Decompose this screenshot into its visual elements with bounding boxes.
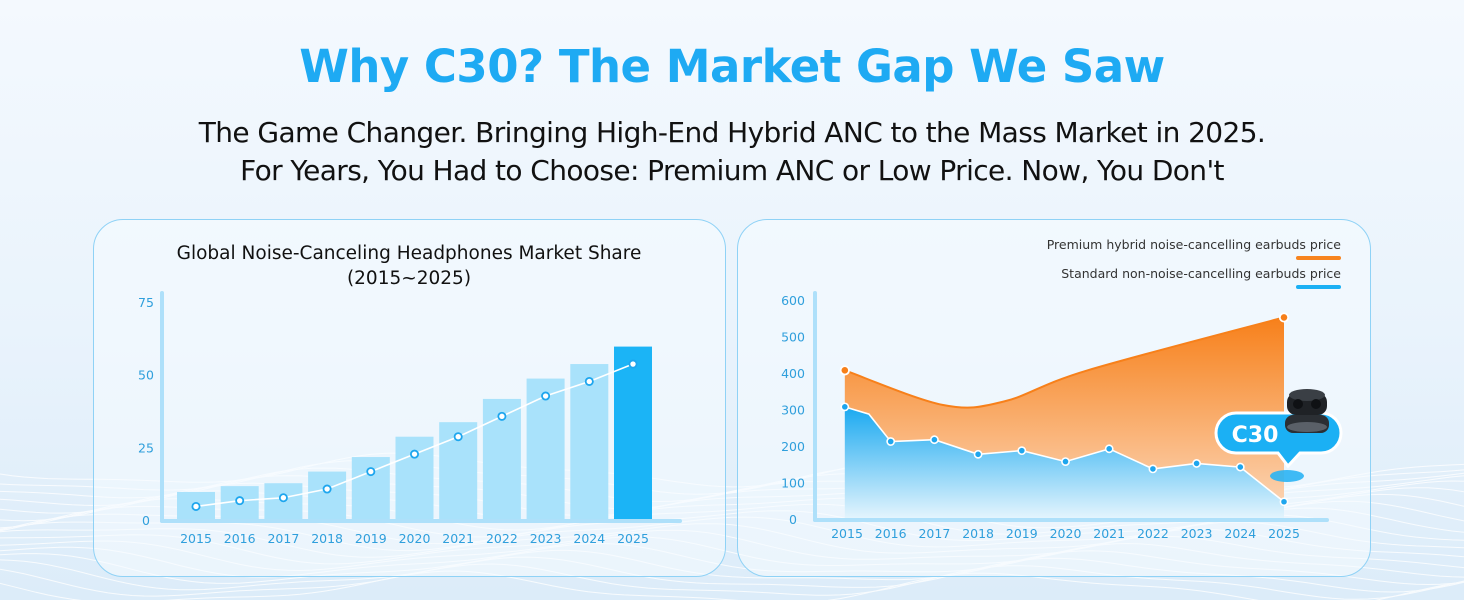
legend-premium-swatch: [1296, 256, 1341, 260]
right-x-tick-2024: 2024: [1224, 526, 1256, 541]
callout-shadow: [1270, 470, 1304, 482]
right-x-tick-2019: 2019: [1006, 526, 1038, 541]
standard-point-7: [1104, 444, 1114, 454]
standard-point-11: [1279, 497, 1289, 507]
x-tick-2023: 2023: [530, 531, 562, 546]
trend-point-2022: [497, 411, 507, 421]
trend-point-2017: [278, 493, 288, 503]
x-tick-2015: 2015: [180, 531, 212, 546]
right-x-tick-2022: 2022: [1137, 526, 1169, 541]
trend-point-2020: [409, 449, 419, 459]
trend-point-2021: [453, 432, 463, 442]
y-tick-50: 50: [138, 368, 154, 383]
trend-point-2016: [235, 496, 245, 506]
right-y-tick-600: 600: [781, 293, 805, 308]
x-tick-2025: 2025: [617, 531, 649, 546]
earbuds-case-icon: [1285, 389, 1329, 433]
y-tick-75: 75: [138, 295, 154, 310]
legend-premium-label: Premium hybrid noise-cancelling earbuds …: [1047, 237, 1342, 252]
standard-point-10: [1235, 462, 1245, 472]
right-y-tick-300: 300: [781, 403, 805, 418]
premium-line: [844, 316, 1285, 409]
trend-point-2019: [366, 467, 376, 477]
premium-point-0: [839, 365, 850, 376]
wave-line: [0, 563, 1464, 600]
right-x-tick-2023: 2023: [1181, 526, 1213, 541]
subtitle-line-2: For Years, You Had to Choose: Premium AN…: [240, 154, 1224, 187]
wave-line: [0, 570, 1464, 600]
x-tick-2016: 2016: [224, 531, 256, 546]
x-tick-2022: 2022: [486, 531, 518, 546]
trend-point-2015: [191, 501, 201, 511]
standard-point-2: [886, 437, 896, 446]
right-y-tick-100: 100: [781, 476, 805, 491]
right-x-tick-2015: 2015: [831, 526, 863, 541]
bar-2018: [308, 471, 347, 519]
standard-point-0: [840, 402, 850, 412]
x-tick-2017: 2017: [267, 531, 299, 546]
standard-point-6: [1061, 457, 1070, 466]
callout-label: C30: [1232, 423, 1279, 448]
standard-line: [844, 406, 1285, 503]
right-y-tick-200: 200: [781, 439, 805, 454]
right-x-tick-2018: 2018: [962, 526, 994, 541]
bar-2025: [614, 346, 652, 519]
left-chart-subtitle: (2015~2025): [347, 268, 471, 289]
page-title: Why C30? The Market Gap We Saw: [299, 40, 1165, 93]
right-x-tick-2020: 2020: [1050, 526, 1082, 541]
standard-point-5: [1017, 446, 1027, 456]
right-y-tick-400: 400: [781, 366, 805, 381]
x-tick-2018: 2018: [311, 531, 343, 546]
standard-point-4: [973, 449, 983, 459]
c30-callout: C30: [1214, 389, 1343, 482]
left-chart-title: Global Noise-Canceling Headphones Market…: [177, 243, 642, 264]
right-x-tick-2016: 2016: [875, 526, 907, 541]
standard-point-8: [1148, 464, 1158, 474]
x-tick-2024: 2024: [573, 531, 605, 546]
trend-point-2018: [322, 484, 332, 494]
legend-standard-swatch: [1296, 285, 1341, 289]
trend-point-2023: [541, 391, 551, 401]
x-tick-2019: 2019: [355, 531, 387, 546]
premium-area: [844, 317, 1284, 502]
x-tick-2020: 2020: [399, 531, 431, 546]
bar-2024: [570, 364, 609, 519]
trend-point-2024: [584, 376, 594, 386]
right-y-tick-0: 0: [789, 512, 797, 527]
right-x-tick-2025: 2025: [1268, 526, 1300, 541]
y-tick-0: 0: [142, 513, 150, 528]
right-x-tick-2021: 2021: [1093, 526, 1125, 541]
premium-point-1: [1278, 312, 1290, 323]
right-y-tick-500: 500: [781, 330, 805, 345]
subtitle-line-1: The Game Changer. Bringing High-End Hybr…: [198, 116, 1266, 149]
trend-point-2025: [628, 359, 638, 369]
standard-point-3: [930, 435, 939, 445]
y-tick-25: 25: [138, 440, 154, 455]
x-tick-2021: 2021: [442, 531, 474, 546]
right-x-tick-2017: 2017: [918, 526, 950, 541]
legend-standard-label: Standard non-noise-cancelling earbuds pr…: [1061, 266, 1341, 281]
standard-point-9: [1192, 459, 1201, 468]
